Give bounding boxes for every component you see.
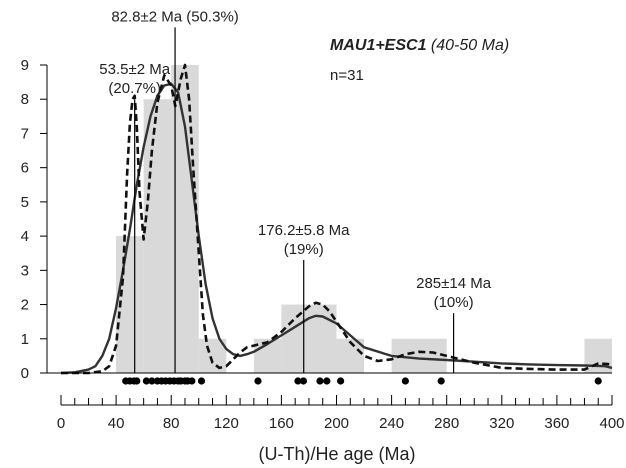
data-point — [294, 377, 302, 385]
x-tick-label: 400 — [599, 415, 624, 432]
x-tick-label: 240 — [379, 415, 404, 432]
y-tick-label: 8 — [21, 91, 29, 108]
peak-label: (19%) — [284, 241, 324, 258]
x-tick-label: 200 — [324, 415, 349, 432]
data-point — [254, 377, 262, 385]
y-tick-label: 2 — [21, 297, 29, 314]
x-tick-label: 160 — [269, 415, 294, 432]
data-point — [316, 377, 324, 385]
y-tick-label: 0 — [21, 365, 29, 382]
sample-count: n=31 — [330, 67, 364, 84]
data-point — [148, 377, 156, 385]
peak-label: 285±14 Ma — [416, 275, 492, 292]
histogram-bars — [116, 65, 612, 373]
peak-label: 53.5±2 Ma — [99, 61, 170, 78]
y-tick-label: 9 — [21, 57, 29, 74]
peak-markers: 53.5±2 Ma (20.7%) 82.8±2 Ma (50.3%) 176.2±5… — [99, 8, 492, 373]
x-tick-label: 120 — [214, 415, 239, 432]
histogram-bar — [171, 65, 199, 373]
x-tick-label: 40 — [108, 415, 125, 432]
x-tick-label: 80 — [163, 415, 180, 432]
peak-label: (20.7%) — [108, 80, 161, 97]
density-curve-dashed — [61, 63, 613, 375]
data-point — [133, 377, 141, 385]
x-tick-label: 320 — [489, 415, 514, 432]
data-point — [142, 377, 151, 385]
y-tick-label: 6 — [21, 160, 29, 177]
x-axis: 0 40 80 120 160 200 240 280 320 360 400 — [57, 395, 625, 432]
peak-label: 82.8±2 Ma (50.3%) — [111, 8, 238, 25]
x-tick-label: 280 — [434, 415, 459, 432]
title-suffix: (40-50 Ma) — [426, 37, 509, 54]
title-main: MAU1+ESC1 — [330, 37, 427, 54]
data-point — [323, 377, 331, 385]
data-point — [401, 377, 409, 385]
histogram-bar — [143, 99, 172, 373]
density-curves — [60, 63, 613, 375]
peak-label: (10%) — [434, 294, 474, 311]
data-point — [437, 377, 445, 385]
x-tick-label: 360 — [544, 415, 569, 432]
y-tick-label: 1 — [21, 331, 29, 348]
x-axis-label: (U-Th)/He age (Ma) — [258, 444, 415, 464]
y-axis: 0 1 2 3 4 5 6 7 8 9 — [21, 57, 612, 382]
data-points — [122, 377, 602, 385]
density-curve-solid — [60, 82, 613, 375]
data-point — [197, 377, 206, 385]
peak-label: 176.2±5.8 Ma — [258, 222, 350, 239]
y-tick-label: 5 — [21, 194, 29, 211]
chart-title: MAU1+ESC1 (40-50 Ma) — [330, 37, 509, 54]
y-tick-label: 3 — [21, 262, 29, 279]
y-tick-label: 7 — [21, 125, 29, 142]
data-point — [188, 377, 196, 385]
y-tick-label: 4 — [21, 228, 29, 245]
data-point — [594, 377, 602, 385]
data-point — [337, 377, 345, 385]
x-tick-label: 0 — [57, 415, 65, 432]
data-point — [299, 377, 308, 385]
histogram-bar — [281, 304, 337, 373]
